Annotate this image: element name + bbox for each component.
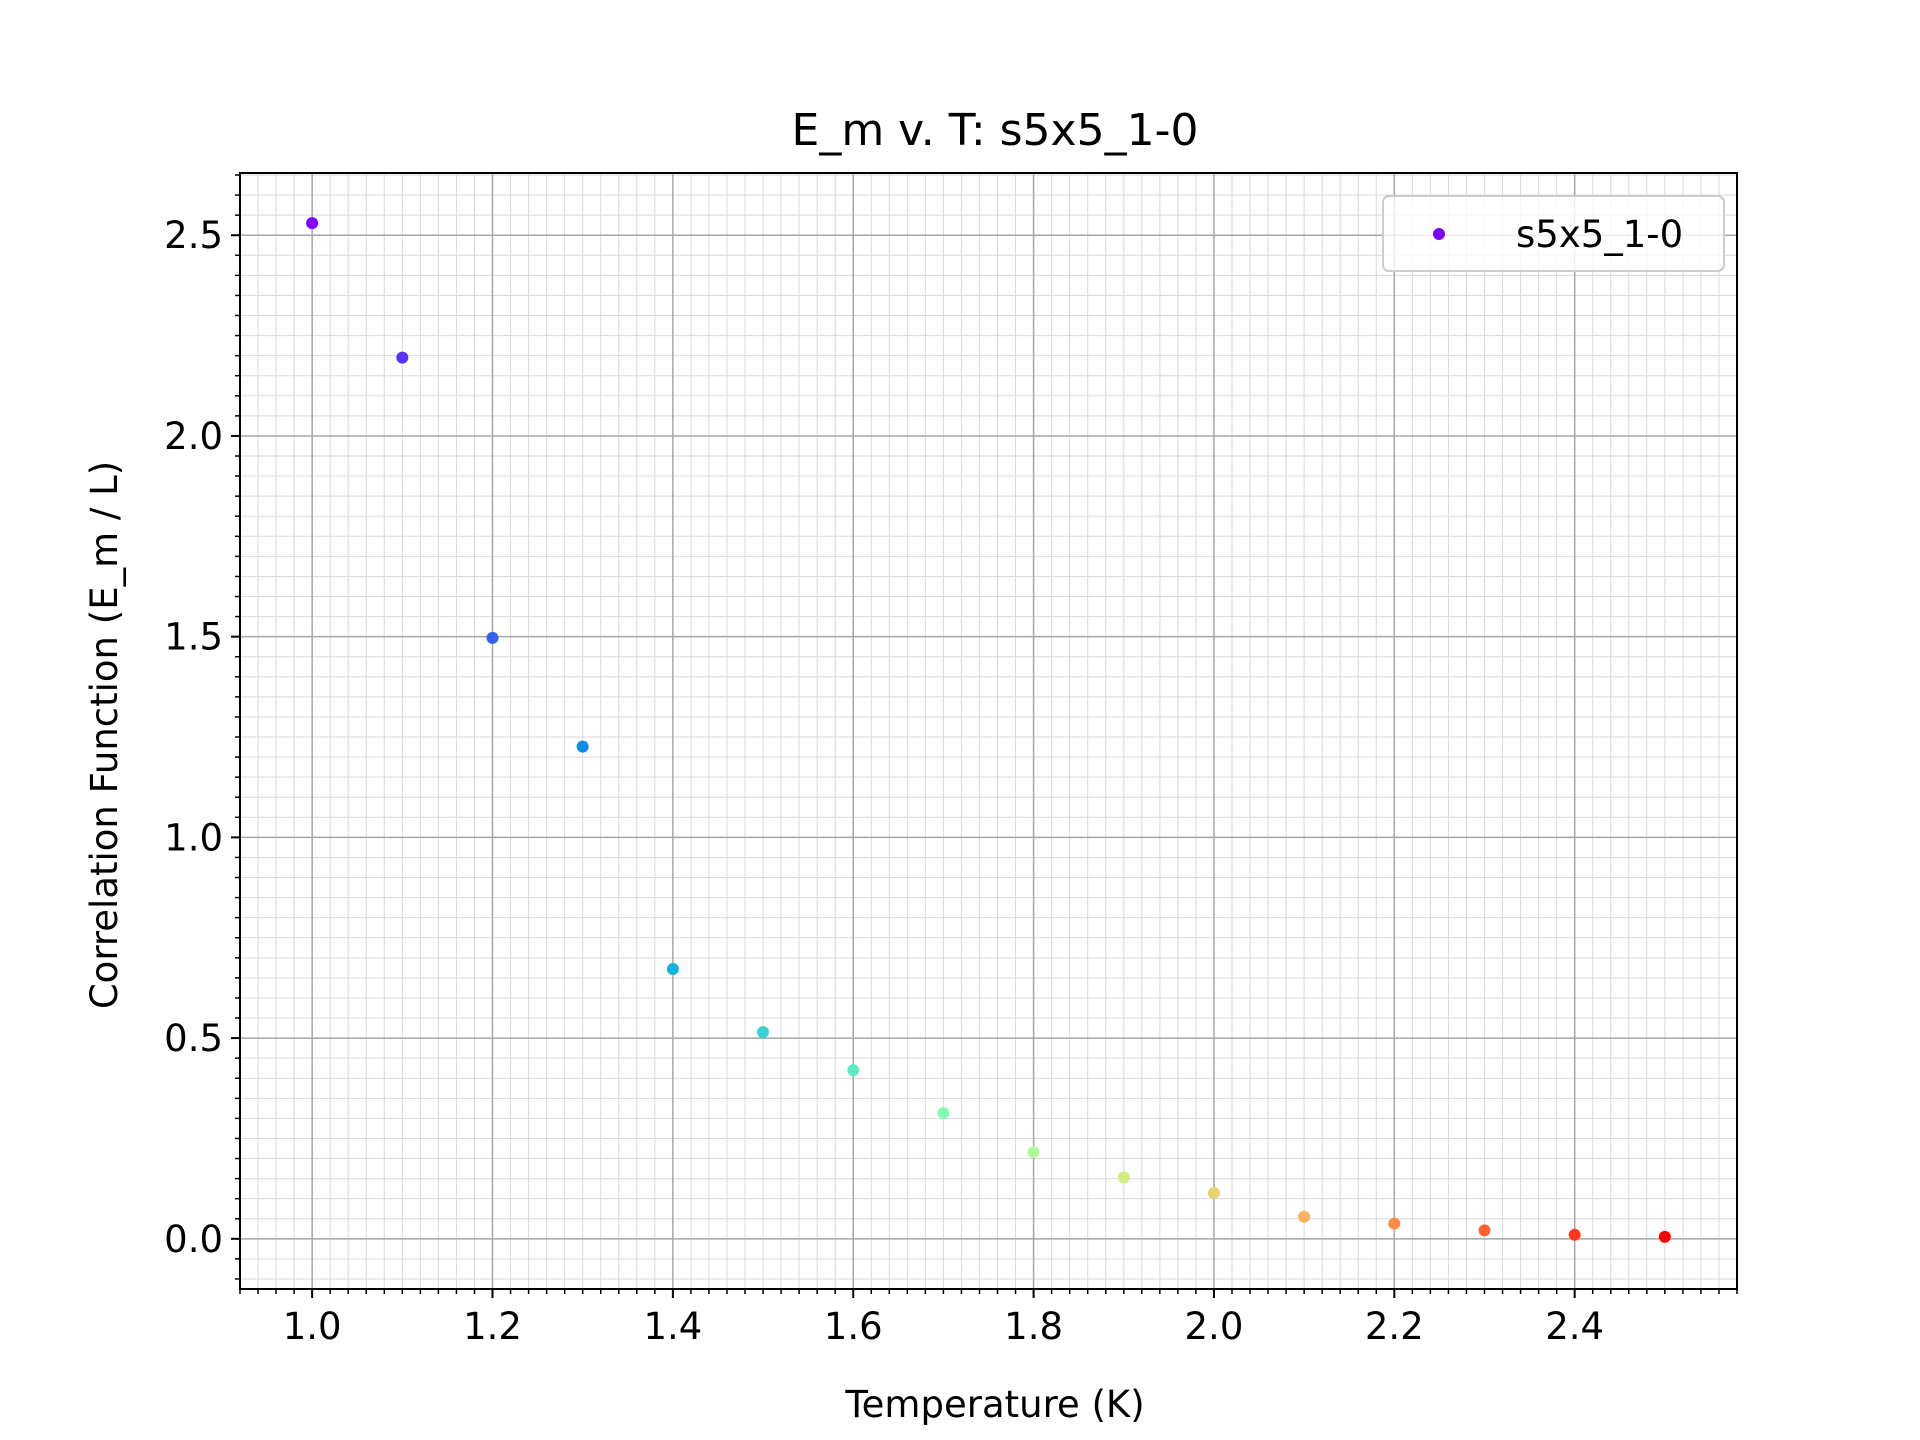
x-tick-label: 2.0 (1185, 1305, 1244, 1348)
data-point (937, 1107, 950, 1120)
y-tick-label: 2.5 (164, 214, 223, 257)
legend-box (1382, 195, 1725, 272)
x-tick-label: 1.0 (283, 1305, 342, 1348)
y-tick-label: 0.0 (164, 1218, 223, 1261)
minor-grid (239, 173, 1738, 1289)
data-point (1027, 1146, 1040, 1159)
data-point (1207, 1187, 1220, 1200)
data-point (1658, 1230, 1671, 1243)
x-tick-label: 2.4 (1545, 1305, 1604, 1348)
x-tick-label: 1.6 (824, 1305, 883, 1348)
axis-ticks: 1.0 1.2 1.4 1.6 1.8 2.0 2.2 2.4 0.0 0.5 1.0 1.5 2.0 2… (164, 174, 1738, 1348)
data-point (1568, 1228, 1581, 1241)
data-point (1478, 1224, 1491, 1237)
legend-label: s5x5_1-0 (1516, 213, 1683, 256)
data-point (666, 963, 679, 976)
y-tick-label: 1.5 (164, 616, 223, 659)
data-point (486, 631, 499, 644)
plot-frame (239, 172, 1738, 1290)
y-axis-label: Correlation Function (E_m / L) (83, 461, 126, 1009)
data-point (1298, 1210, 1311, 1223)
data-point (306, 217, 319, 230)
data-point (1117, 1171, 1130, 1184)
legend-marker (1433, 228, 1445, 240)
y-tick-label: 2.0 (164, 415, 223, 458)
data-point (576, 740, 589, 753)
x-axis-label: Temperature (K) (844, 1383, 1144, 1426)
x-tick-label: 2.2 (1365, 1305, 1424, 1348)
data-point (396, 351, 409, 364)
y-tick-label: 1.0 (164, 816, 223, 859)
y-tick-label: 0.5 (164, 1017, 223, 1060)
chart-title: E_m v. T: s5x5_1-0 (792, 105, 1199, 156)
x-tick-label: 1.4 (643, 1305, 702, 1348)
legend: s5x5_1-0 (1382, 195, 1725, 272)
data-points (306, 217, 1671, 1243)
x-tick-label: 1.8 (1004, 1305, 1063, 1348)
data-point (1388, 1217, 1401, 1230)
data-point (757, 1026, 770, 1039)
x-tick-label: 1.2 (463, 1305, 522, 1348)
major-grid (240, 173, 1737, 1289)
data-point (847, 1064, 860, 1077)
